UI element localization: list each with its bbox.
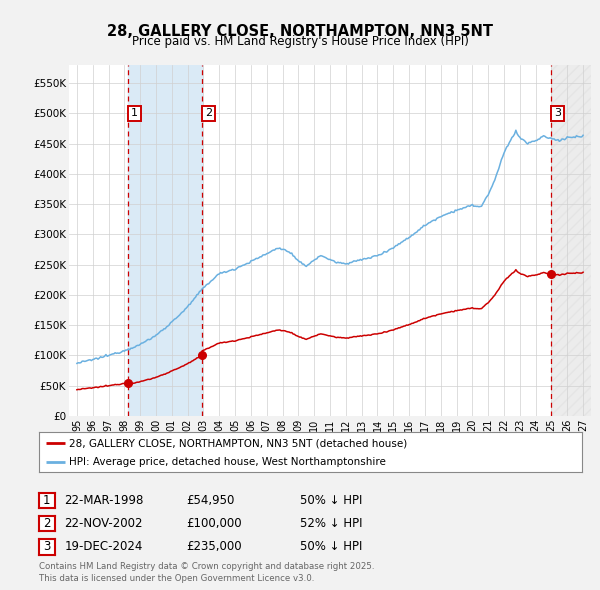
Text: 50% ↓ HPI: 50% ↓ HPI: [300, 494, 362, 507]
Text: 3: 3: [43, 540, 50, 553]
Text: 22-MAR-1998: 22-MAR-1998: [64, 494, 143, 507]
Text: £100,000: £100,000: [186, 517, 242, 530]
Text: Contains HM Land Registry data © Crown copyright and database right 2025.
This d: Contains HM Land Registry data © Crown c…: [39, 562, 374, 583]
Text: 28, GALLERY CLOSE, NORTHAMPTON, NN3 5NT (detached house): 28, GALLERY CLOSE, NORTHAMPTON, NN3 5NT …: [70, 438, 407, 448]
Bar: [128, 65, 202, 416]
Text: 2: 2: [43, 517, 50, 530]
Text: £235,000: £235,000: [186, 540, 242, 553]
Text: 3: 3: [554, 109, 561, 119]
Text: 1: 1: [131, 109, 138, 119]
Text: HPI: Average price, detached house, West Northamptonshire: HPI: Average price, detached house, West…: [70, 457, 386, 467]
Text: 50% ↓ HPI: 50% ↓ HPI: [300, 540, 362, 553]
Text: 1: 1: [43, 494, 50, 507]
Text: £54,950: £54,950: [186, 494, 235, 507]
Text: 19-DEC-2024: 19-DEC-2024: [64, 540, 143, 553]
Text: 22-NOV-2002: 22-NOV-2002: [64, 517, 143, 530]
Text: 52% ↓ HPI: 52% ↓ HPI: [300, 517, 362, 530]
Text: Price paid vs. HM Land Registry's House Price Index (HPI): Price paid vs. HM Land Registry's House …: [131, 35, 469, 48]
Text: 2: 2: [205, 109, 212, 119]
Text: 28, GALLERY CLOSE, NORTHAMPTON, NN3 5NT: 28, GALLERY CLOSE, NORTHAMPTON, NN3 5NT: [107, 24, 493, 38]
Bar: [551, 65, 591, 416]
